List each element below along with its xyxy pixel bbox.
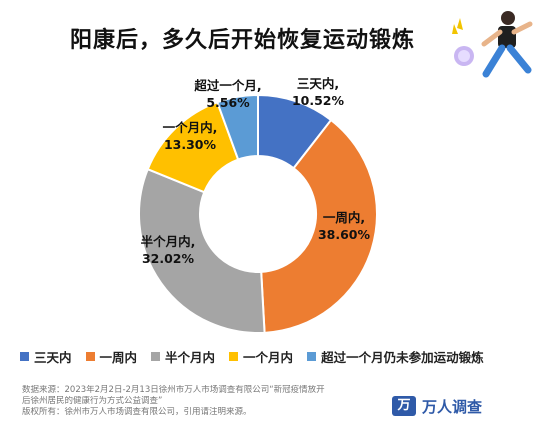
legend-label: 超过一个月仍未参加运动锻炼 — [321, 350, 484, 365]
legend-swatch — [229, 352, 239, 361]
legend-item-over-month: 超过一个月仍未参加运动锻炼 — [307, 347, 484, 366]
legend-label: 三天内 — [34, 350, 72, 365]
slice-label-name: 三天内, — [297, 76, 339, 91]
legend-item-half-month: 半个月内 — [151, 347, 215, 366]
source-line-2: 后徐州居民的健康行为方式公益调查” — [22, 396, 163, 406]
legend-item-three-days: 三天内 — [20, 347, 72, 366]
brand-logo: 万 万人调查 — [392, 394, 542, 418]
slice-label-value: 13.30% — [164, 137, 217, 152]
legend-swatch — [307, 352, 317, 361]
copyright-line: 版权所有：徐州市万人市场调查有限公司，引用请注明来源。 — [22, 407, 252, 417]
slice-half-month — [138, 167, 266, 334]
legend-label: 一个月内 — [243, 350, 294, 365]
runner-illustration — [452, 11, 533, 78]
slice-label-value: 38.60% — [318, 227, 371, 242]
slice-label-name: 一周内, — [323, 210, 365, 225]
slice-label-name: 一个月内, — [163, 120, 218, 135]
slice-label-value: 10.52% — [292, 93, 345, 108]
chart-title: 阳康后，多久后开始恢复运动锻炼 — [70, 28, 416, 53]
slice-label-value: 5.56% — [206, 95, 250, 110]
brand-name: 万人调查 — [422, 397, 483, 416]
slice-label-name: 半个月内, — [141, 234, 196, 249]
slice-over-month — [215, 93, 259, 161]
brand-mark: 万 — [392, 396, 416, 416]
source-line-1: 数据来源：2023年2月2日-2月13日徐州市万人市场调查有限公司“新冠疫情放开 — [22, 385, 325, 395]
legend-label: 一周内 — [99, 350, 138, 365]
legend-swatch — [85, 352, 95, 361]
slice-label-name: 超过一个月, — [193, 78, 261, 93]
legend-label: 半个月内 — [165, 350, 216, 365]
legend-item-one-month: 一个月内 — [229, 347, 293, 366]
slice-one-week — [260, 118, 378, 334]
chart-legend: 三天内 一周内 半个月内 一个月内 超过一个月仍未参加运动锻炼 — [20, 347, 540, 366]
legend-swatch — [151, 352, 161, 361]
source-note: 数据来源：2023年2月2日-2月13日徐州市万人市场调查有限公司“新冠疫情放开… — [22, 385, 382, 418]
legend-swatch — [20, 352, 29, 361]
slice-label-value: 32.02% — [142, 251, 195, 266]
legend-item-one-week: 一周内 — [85, 347, 138, 366]
